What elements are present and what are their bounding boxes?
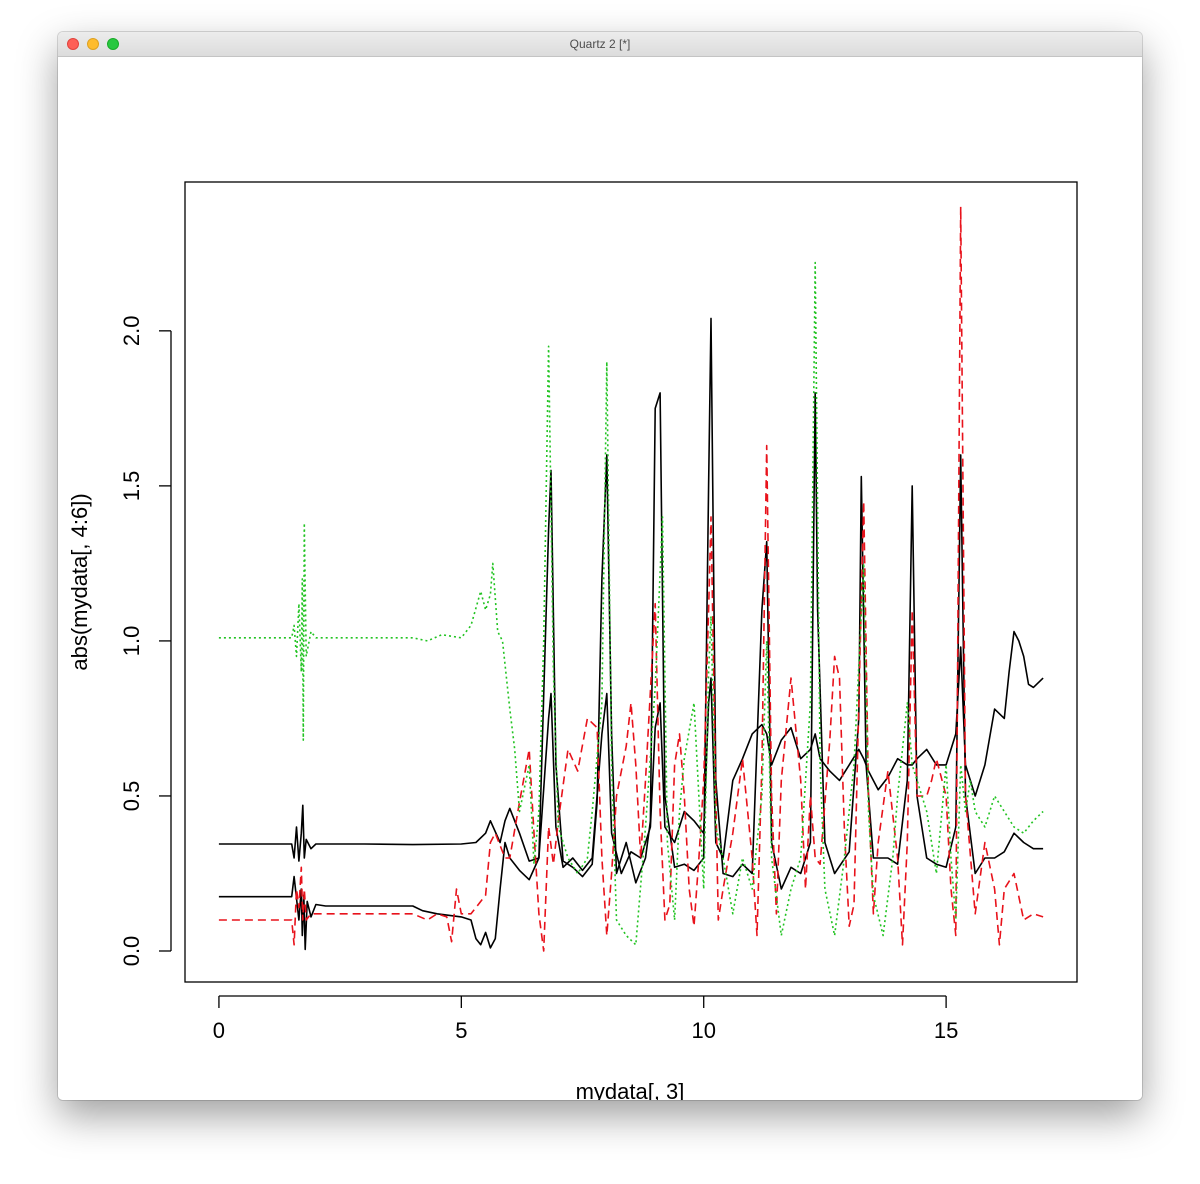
series-layer	[218, 206, 1044, 952]
window-title: Quartz 2 [*]	[569, 37, 631, 51]
line-chart: 0 5 10 15 0.0 0.5 1.0 1.5 2.0 mydata[, 3] abs(my…	[67, 181, 1078, 1100]
plot-frame	[184, 181, 1078, 983]
x-axis-label: mydata[, 3]	[576, 1079, 685, 1100]
close-button[interactable]	[67, 38, 79, 50]
x-tick-label: 0	[213, 1018, 225, 1043]
y-tick-label: 1.0	[119, 626, 144, 657]
series-line-4	[218, 261, 1044, 946]
y-tick-label: 1.5	[119, 471, 144, 502]
y-tick-label: 0.5	[119, 781, 144, 812]
zoom-button[interactable]	[107, 38, 119, 50]
series-line-1	[218, 317, 1044, 951]
x-tick-label: 15	[934, 1018, 958, 1043]
minimize-button[interactable]	[87, 38, 99, 50]
y-tick-label: 0.0	[119, 936, 144, 967]
series-line-2	[218, 630, 1044, 875]
x-tick-label: 10	[691, 1018, 715, 1043]
plot-canvas: 0 5 10 15 0.0 0.5 1.0 1.5 2.0 mydata[, 3] abs(my…	[58, 57, 1142, 1100]
plot-window: Quartz 2 [*] 0 5 10 15 0.0 0.5 1.0 1.5 2.0 mydat…	[58, 32, 1142, 1100]
y-axis-label: abs(mydata[, 4:6])	[67, 493, 92, 670]
y-tick-label: 2.0	[119, 316, 144, 347]
axes-layer: 0 5 10 15 0.0 0.5 1.0 1.5 2.0	[119, 316, 958, 1043]
title-bar[interactable]: Quartz 2 [*]	[58, 32, 1142, 57]
series-line-3	[218, 206, 1044, 952]
x-tick-label: 5	[455, 1018, 467, 1043]
